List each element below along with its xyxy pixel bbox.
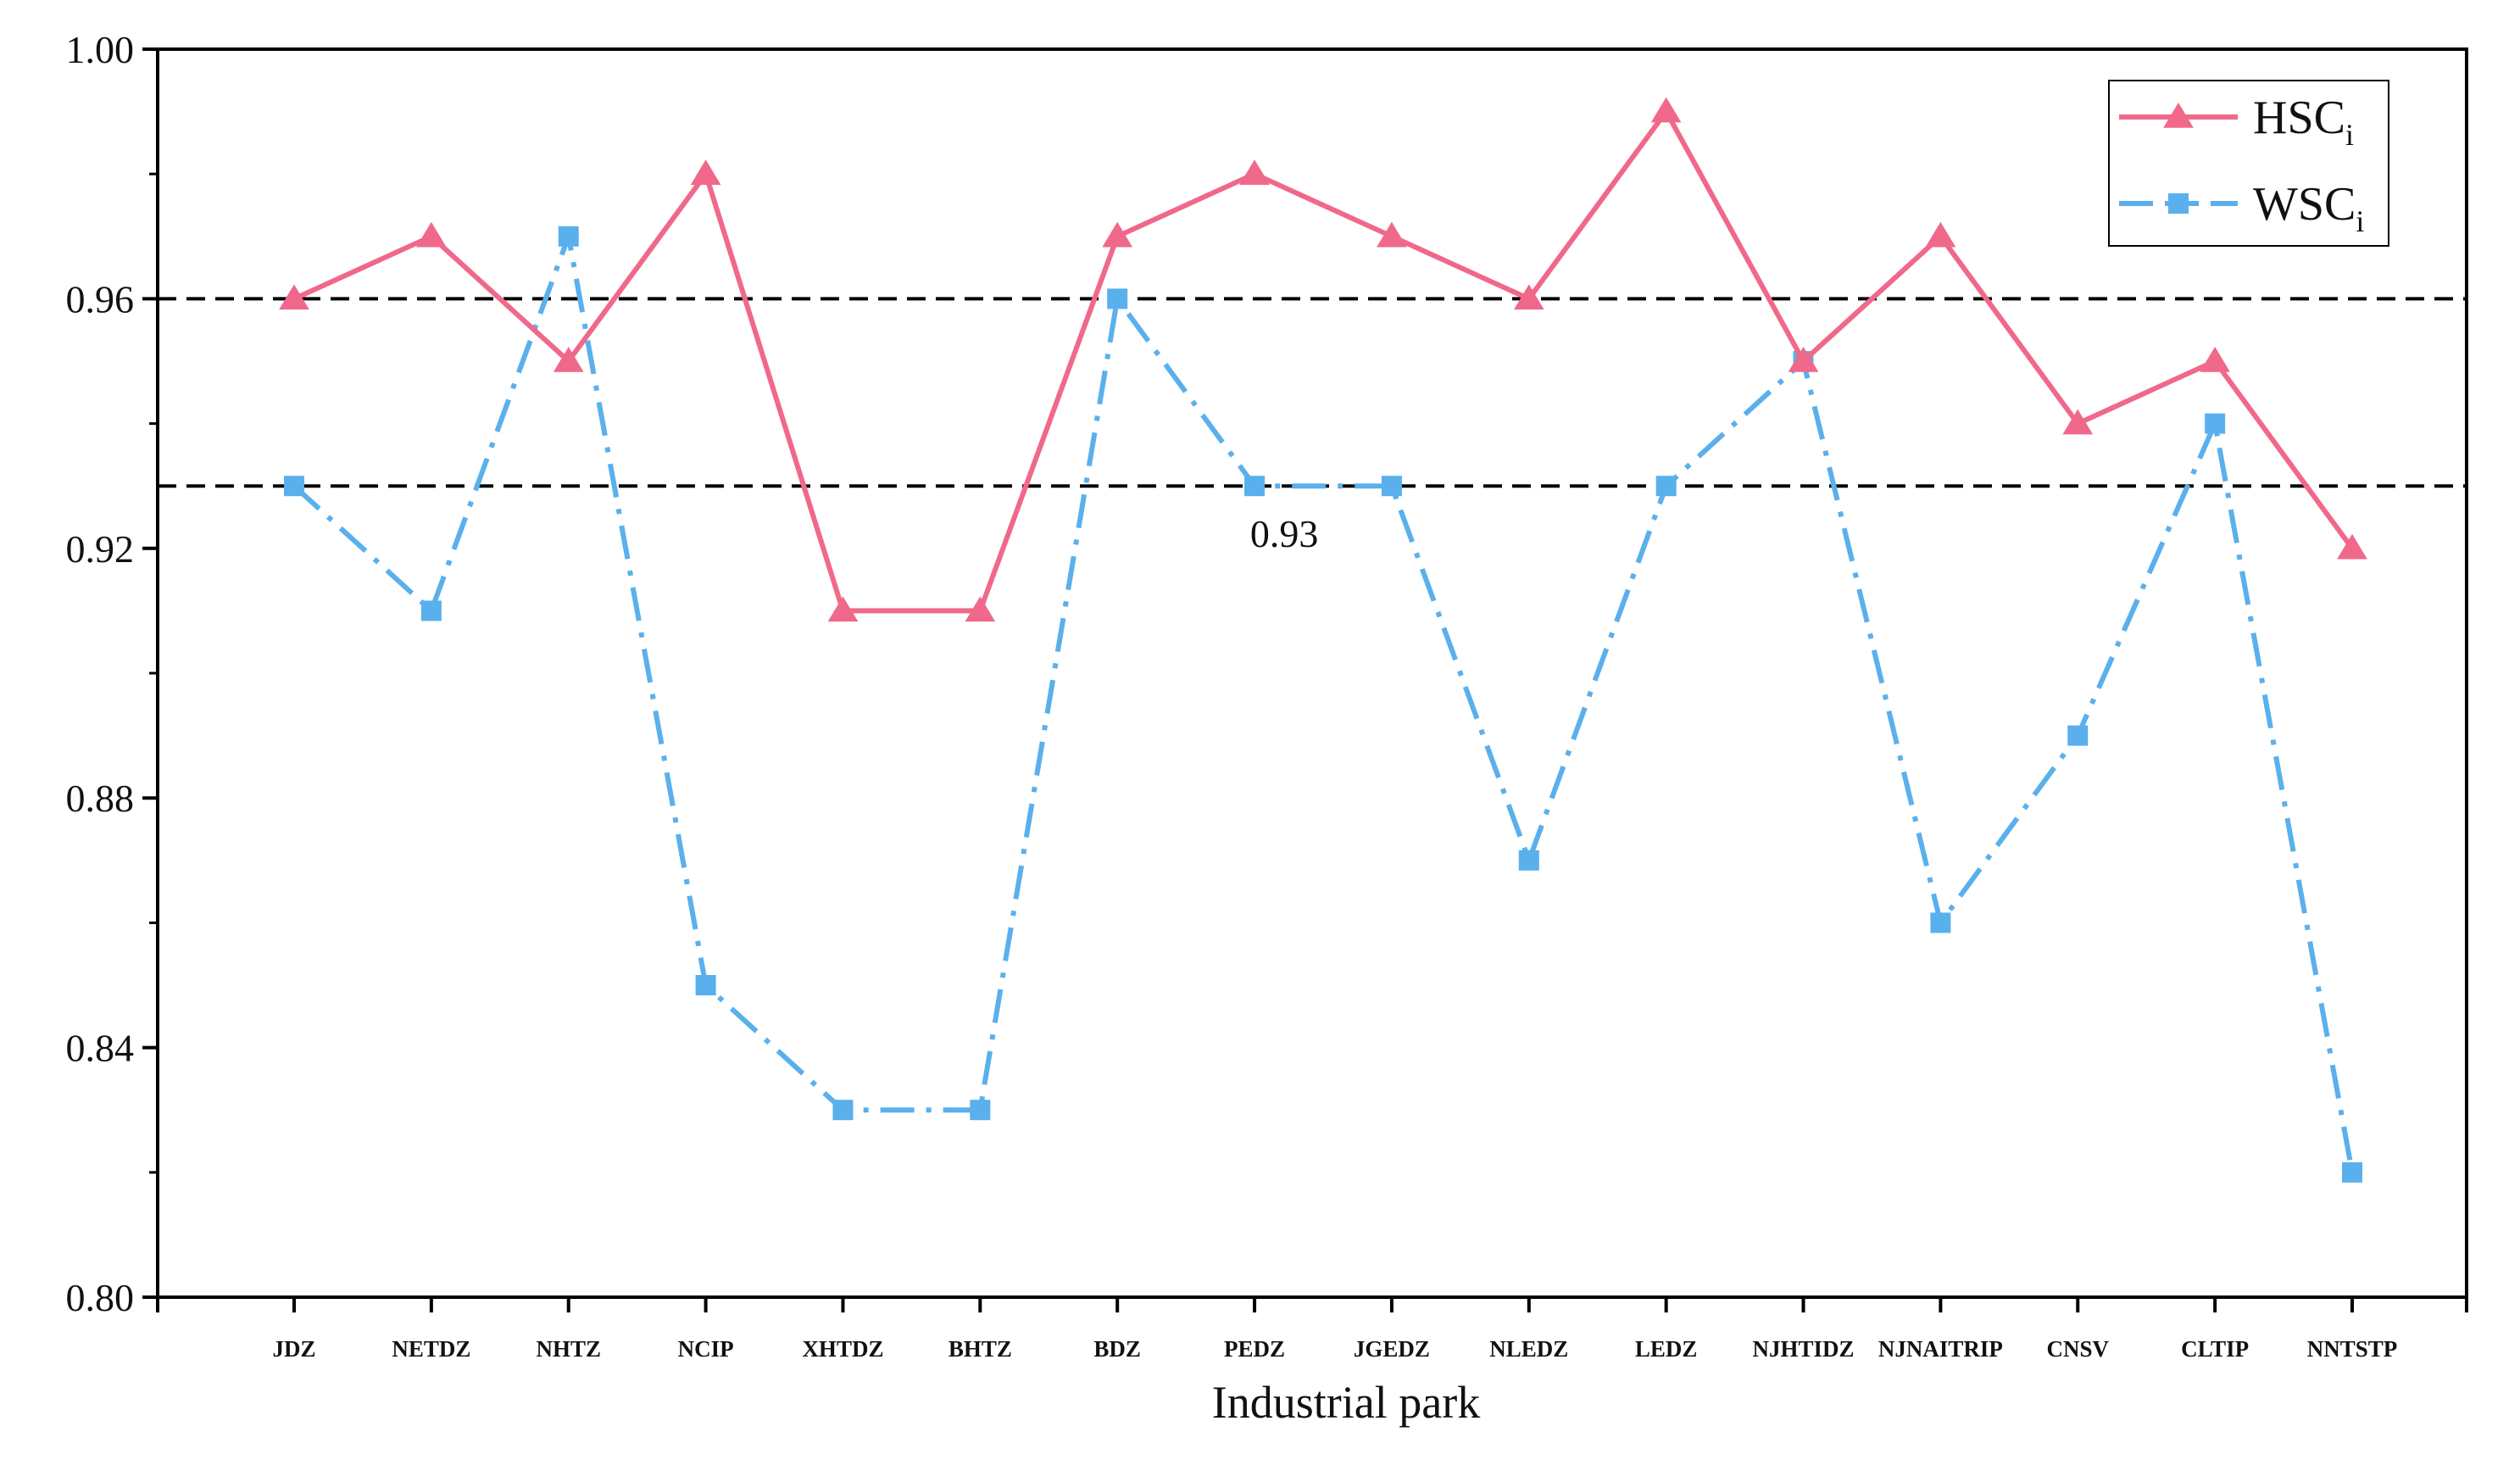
y-tick-label: 0.88 <box>66 777 135 820</box>
data-point <box>1107 288 1128 309</box>
data-point <box>284 476 304 497</box>
x-tick-label: JGEDZ <box>1354 1336 1430 1362</box>
x-tick-label: CLTIP <box>2181 1336 2249 1362</box>
data-point <box>2342 1162 2362 1183</box>
data-point <box>1244 476 1266 497</box>
x-tick-label: BHTZ <box>948 1336 1012 1362</box>
y-axis: 0.80 0.84 0.88 0.92 0.96 1.00 <box>66 28 158 1319</box>
legend-item-hsc: HSCi <box>2119 92 2354 152</box>
data-point <box>1377 221 1407 248</box>
x-tick-label: NNTSTP <box>2307 1336 2398 1362</box>
annotations: 0.93 <box>1250 512 1319 555</box>
x-tick-label: NCIP <box>678 1336 734 1362</box>
data-point <box>416 221 447 248</box>
series-hsc <box>279 97 2367 622</box>
data-point <box>1925 221 1956 248</box>
legend-label: HSCi <box>2253 92 2354 152</box>
legend-marker <box>2163 103 2194 128</box>
x-tick-label: LEDZ <box>1635 1336 1698 1362</box>
y-tick-label: 0.84 <box>66 1027 135 1070</box>
series-wsc <box>284 226 2362 1183</box>
x-tick-label: CNSV <box>2047 1336 2110 1362</box>
data-point <box>1650 97 1682 123</box>
series-line <box>292 233 2355 1173</box>
data-point <box>558 226 579 247</box>
x-tick-label: NETDZ <box>392 1336 470 1362</box>
data-point <box>2205 413 2226 434</box>
legend-box <box>2108 80 2389 247</box>
x-axis: JDZ NETDZ NHTZ NCIP XHTDZ BHTZ BDZ PEDZ JGEDZ NLE… <box>156 1297 2468 1362</box>
x-tick-label: NJNAITRIP <box>1878 1336 2003 1362</box>
y-tick-label: 0.80 <box>66 1276 135 1319</box>
data-point <box>2200 347 2230 372</box>
reference-lines <box>158 297 2467 488</box>
data-point <box>965 596 996 622</box>
series-line <box>292 109 2355 614</box>
data-point <box>832 1100 854 1121</box>
x-tick-label: NHTZ <box>536 1336 601 1362</box>
data-point <box>1513 284 1544 310</box>
data-point <box>690 159 721 185</box>
data-point <box>1930 912 1951 933</box>
data-point <box>1239 159 1270 185</box>
x-tick-label: JDZ <box>272 1336 315 1362</box>
data-point <box>970 1100 991 1121</box>
y-tick-label: 1.00 <box>66 28 135 71</box>
data-point <box>553 347 584 372</box>
data-point <box>2337 533 2367 560</box>
x-tick-label: NJHTIDZ <box>1753 1336 1855 1362</box>
legend-marker <box>2168 193 2189 214</box>
data-point <box>1655 476 1677 497</box>
data-point <box>420 600 442 621</box>
legend-label: WSCi <box>2253 178 2364 238</box>
data-point <box>2067 725 2089 746</box>
data-point <box>1788 347 1819 372</box>
y-tick-label: 0.92 <box>66 527 135 571</box>
data-point <box>1518 850 1539 871</box>
y-tick-label: 0.96 <box>66 277 135 320</box>
legend: HSCi WSCi <box>2108 80 2389 247</box>
data-point <box>1381 476 1402 497</box>
x-tick-label: XHTDZ <box>802 1336 883 1362</box>
legend-item-wsc: WSCi <box>2119 178 2364 238</box>
x-axis-title: Industrial park <box>1212 1377 1480 1428</box>
data-point <box>695 975 716 995</box>
annotation-label: 0.93 <box>1250 512 1319 555</box>
x-tick-label: BDZ <box>1093 1336 1141 1362</box>
data-point <box>279 284 309 310</box>
data-point <box>2062 409 2094 435</box>
x-tick-label: PEDZ <box>1224 1336 1285 1362</box>
data-point <box>1102 221 1133 248</box>
x-tick-label: NLEDZ <box>1489 1336 1568 1362</box>
series-layer <box>279 97 2367 1183</box>
data-point <box>827 596 859 622</box>
